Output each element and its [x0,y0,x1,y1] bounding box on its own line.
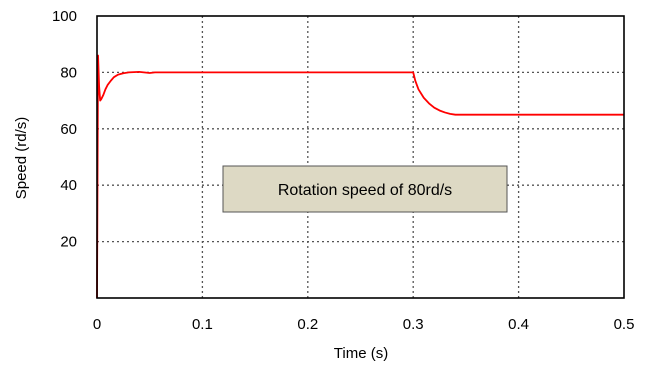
x-tick-label: 0.5 [614,316,635,333]
y-tick-label: 60 [60,121,77,138]
annotation: Rotation speed of 80rd/s [222,165,508,213]
y-axis-label: Speed (rd/s) [13,117,30,200]
speed-series-line [96,54,624,299]
annotation-box [222,165,508,213]
y-tick-label: 100 [52,8,77,25]
x-tick-label: 0.4 [508,316,529,333]
x-axis-ticks: 0 0.1 0.2 0.3 0.4 0.5 [93,316,635,333]
y-tick-label: 20 [60,234,77,251]
grid-lines [97,16,624,298]
y-tick-label: 40 [60,177,77,194]
x-tick-label: 0 [93,316,101,333]
x-axis-label: Time (s) [334,345,388,362]
x-tick-label: 0.3 [403,316,424,333]
y-tick-label: 80 [60,64,77,81]
plot-frame [96,15,625,299]
annotation-text: Rotation speed of 80rd/s [278,182,452,199]
x-tick-label: 0.2 [297,316,318,333]
y-axis-ticks: 20 40 60 80 100 [52,8,77,251]
x-tick-label: 0.1 [192,316,213,333]
